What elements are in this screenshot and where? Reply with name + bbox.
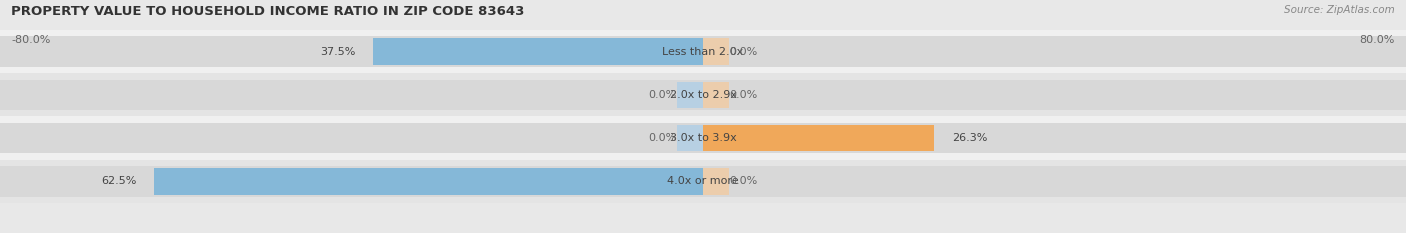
Text: PROPERTY VALUE TO HOUSEHOLD INCOME RATIO IN ZIP CODE 83643: PROPERTY VALUE TO HOUSEHOLD INCOME RATIO… [11,5,524,18]
Text: 3.0x to 3.9x: 3.0x to 3.9x [669,133,737,143]
Text: 37.5%: 37.5% [321,47,356,57]
Text: 26.3%: 26.3% [952,133,987,143]
Text: 0.0%: 0.0% [730,176,758,186]
Bar [0,116,1406,160]
Bar [0,37,1406,67]
Bar [676,82,703,108]
Bar [0,80,1406,110]
Text: 0.0%: 0.0% [730,90,758,100]
Bar [0,166,1406,196]
Bar [703,38,730,65]
Bar [703,82,730,108]
Text: 62.5%: 62.5% [101,176,136,186]
Bar [374,38,703,65]
Text: -80.0%: -80.0% [11,35,51,45]
Bar [703,168,730,195]
Text: Less than 2.0x: Less than 2.0x [662,47,744,57]
Bar [676,125,703,151]
Bar [0,30,1406,73]
Bar [0,73,1406,116]
Text: 4.0x or more: 4.0x or more [668,176,738,186]
Bar [703,125,934,151]
Text: 0.0%: 0.0% [648,90,676,100]
Text: 0.0%: 0.0% [730,47,758,57]
Bar [153,168,703,195]
Text: 0.0%: 0.0% [648,133,676,143]
Bar [0,160,1406,203]
Text: 80.0%: 80.0% [1360,35,1395,45]
Text: 2.0x to 2.9x: 2.0x to 2.9x [669,90,737,100]
Bar [0,123,1406,153]
Text: Source: ZipAtlas.com: Source: ZipAtlas.com [1284,5,1395,15]
